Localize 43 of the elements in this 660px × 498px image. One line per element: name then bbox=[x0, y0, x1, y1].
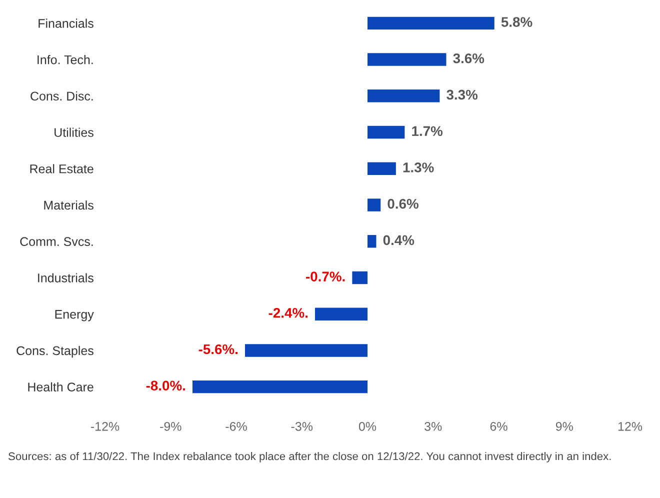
x-tick-label: -12% bbox=[90, 422, 120, 431]
y-tick-label: Real Estate bbox=[30, 164, 94, 174]
y-tick-label: Industrials bbox=[38, 273, 94, 282]
data-label: -2.4%. bbox=[268, 308, 308, 318]
bar bbox=[192, 380, 368, 394]
data-label: -0.7%. bbox=[306, 272, 345, 282]
bar bbox=[368, 16, 494, 30]
data-label: -5.6%. bbox=[198, 344, 238, 354]
data-label: 0.4% bbox=[383, 235, 414, 246]
bar bbox=[368, 198, 381, 212]
x-tick-label: 3% bbox=[424, 422, 442, 431]
y-tick-label: Comm. Svcs. bbox=[20, 237, 93, 246]
bar bbox=[368, 126, 405, 139]
data-label: 1.7% bbox=[412, 126, 443, 136]
data-label: 3.6% bbox=[453, 53, 484, 64]
x-tick-label: -3% bbox=[291, 422, 313, 431]
x-tick-label: 9% bbox=[556, 422, 573, 431]
data-label: 5.8% bbox=[501, 17, 532, 27]
y-tick-label: Info. Tech. bbox=[38, 55, 93, 64]
y-tick-label: Cons. Staples bbox=[16, 346, 94, 358]
data-label: 0.6% bbox=[388, 198, 418, 209]
bar bbox=[368, 162, 396, 175]
x-tick-label: 6% bbox=[490, 422, 508, 431]
data-label: 3.3% bbox=[446, 90, 478, 100]
bar bbox=[368, 90, 440, 102]
y-tick-label: Utilities bbox=[54, 128, 94, 137]
bar bbox=[368, 235, 376, 248]
bar bbox=[315, 308, 368, 320]
y-tick-label: Cons. Disc. bbox=[30, 91, 93, 101]
bar bbox=[352, 271, 368, 284]
source-note: Sources: as of 11/30/22. The Index rebalance took place after the close on 12/13/22. You cannot invest directly in an index. bbox=[8, 452, 611, 462]
data-label: -8.0%. bbox=[146, 380, 185, 391]
x-tick-label: -9% bbox=[160, 422, 182, 431]
data-label: 1.3% bbox=[403, 162, 434, 172]
y-tick-label: Financials bbox=[38, 18, 94, 28]
x-tick-label: -6% bbox=[226, 422, 247, 431]
y-tick-label: Energy bbox=[55, 310, 94, 322]
y-tick-label: Materials bbox=[44, 200, 94, 210]
y-tick-label: Health Care bbox=[28, 382, 94, 392]
x-tick-label: 12% bbox=[618, 422, 642, 431]
bar bbox=[368, 53, 446, 66]
x-tick-label: 0% bbox=[358, 422, 376, 431]
bar bbox=[245, 344, 368, 357]
